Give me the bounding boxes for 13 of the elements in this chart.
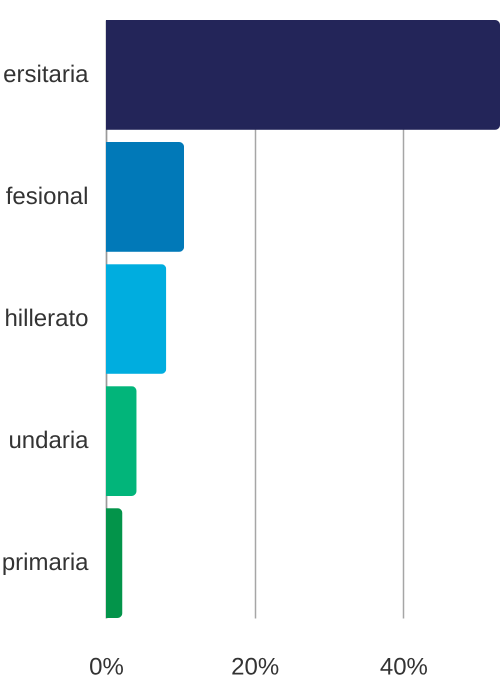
y-tick-label: primaria xyxy=(2,549,90,576)
x-tick-label: 20% xyxy=(231,654,280,680)
bar xyxy=(106,20,500,130)
y-tick-label: hillerato xyxy=(4,305,88,332)
bar xyxy=(106,142,184,252)
y-tick-label: fesional xyxy=(6,182,88,210)
bar xyxy=(106,264,166,374)
bar xyxy=(106,508,122,618)
y-tick-label: ersitaria xyxy=(3,60,90,88)
x-tick-label: 40% xyxy=(380,654,428,680)
y-tick-label: undaria xyxy=(8,427,90,454)
bar xyxy=(106,386,136,496)
x-tick-label: 0% xyxy=(89,654,124,680)
